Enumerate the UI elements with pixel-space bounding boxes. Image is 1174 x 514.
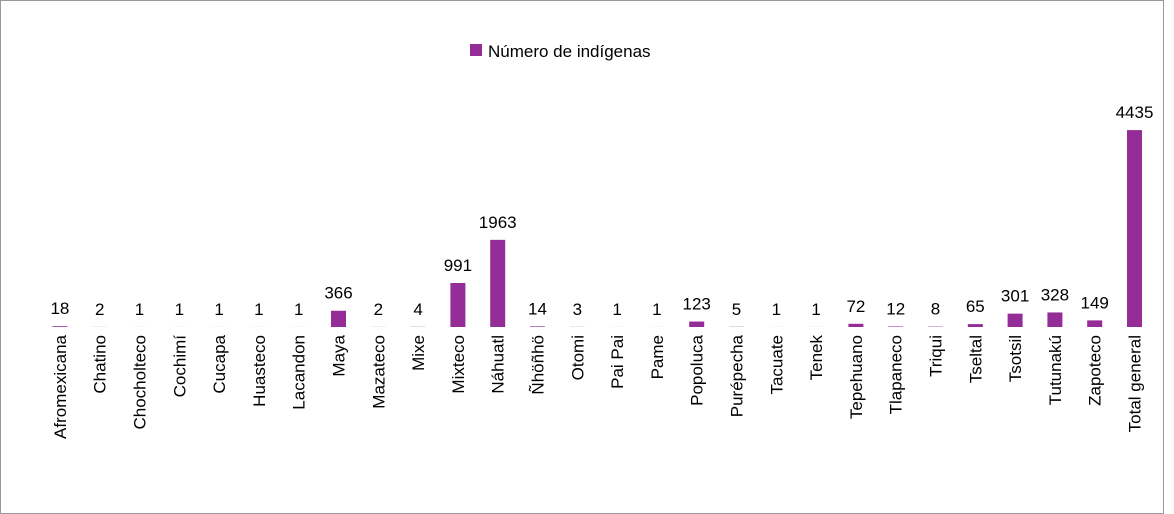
data-label: 328 [1041, 285, 1069, 304]
data-label: 1 [135, 300, 144, 319]
bar [1047, 312, 1063, 327]
bar [331, 310, 346, 327]
data-label: 72 [846, 297, 865, 316]
data-label: 5 [732, 300, 741, 319]
data-label: 1 [175, 300, 184, 319]
x-tick-label: Tsotsil [1006, 335, 1025, 382]
x-tick-label: Tseltal [966, 335, 985, 383]
bar [450, 282, 466, 327]
data-label: 1 [811, 300, 820, 319]
bar [848, 323, 864, 327]
data-label: 4 [413, 300, 422, 319]
x-tick-label: Tacuate [767, 335, 786, 395]
data-label: 12 [886, 299, 905, 318]
x-tick-label: Mixteco [449, 335, 468, 394]
bar [52, 326, 68, 327]
x-tick-label: Huasteco [250, 335, 269, 407]
x-tick-label: Mazateco [369, 335, 388, 409]
data-label: 123 [683, 295, 711, 314]
data-label: 2 [95, 300, 104, 319]
bar [1087, 320, 1103, 327]
data-label: 301 [1001, 287, 1029, 306]
data-label: 1 [294, 300, 303, 319]
x-tick-label: Tutunakú [1046, 335, 1065, 405]
legend-swatch [470, 44, 482, 56]
data-label: 18 [50, 299, 69, 318]
legend-label: Número de indígenas [488, 42, 651, 61]
x-tick-label: Chocholteco [131, 335, 150, 430]
x-tick-label: Tlapaneco [887, 335, 906, 414]
data-label: 65 [966, 297, 985, 316]
x-tick-label: Afromexicana [51, 334, 70, 438]
data-label: 2 [374, 300, 383, 319]
bar [1007, 313, 1023, 327]
x-tick-label: Maya [330, 334, 349, 376]
data-label: 3 [573, 300, 582, 319]
x-tick-label: Pai Pai [608, 335, 627, 389]
bar [967, 324, 983, 327]
x-tick-label: Lacandon [290, 335, 309, 410]
bar [888, 326, 904, 327]
bar [689, 321, 705, 327]
data-label: 14 [528, 299, 547, 318]
data-label: 1 [254, 300, 263, 319]
bar [490, 239, 506, 327]
x-tick-label: Pame [648, 335, 667, 379]
data-label: 4435 [1116, 103, 1154, 122]
bar [530, 326, 545, 327]
data-label: 1 [214, 300, 223, 319]
bar [1127, 130, 1142, 327]
x-tick-label: Tepehuano [847, 335, 866, 419]
x-tick-label: Zapoteco [1086, 335, 1105, 406]
data-label: 149 [1081, 293, 1109, 312]
data-label: 1 [772, 300, 781, 319]
x-tick-label: Tenek [807, 335, 826, 381]
x-tick-label: Popoluca [688, 334, 707, 405]
data-label: 1963 [479, 213, 517, 232]
x-tick-label: Cochimí [170, 335, 189, 398]
data-label: 991 [444, 256, 472, 275]
x-tick-label: Ñhöñhö [529, 335, 548, 395]
x-tick-label: Triqui [927, 335, 946, 377]
x-tick-label: Purépecha [728, 334, 747, 417]
x-tick-label: Mixe [409, 335, 428, 371]
x-tick-label: Cucapa [210, 334, 229, 393]
x-tick-label: Náhuatl [489, 335, 508, 394]
x-tick-label: Otomi [568, 335, 587, 380]
data-label: 8 [931, 300, 940, 319]
data-label: 1 [652, 300, 661, 319]
data-label: 1 [612, 300, 621, 319]
x-tick-label: Total general [1126, 335, 1145, 432]
data-label: 366 [324, 284, 352, 303]
x-tick-label: Chatino [91, 335, 110, 394]
